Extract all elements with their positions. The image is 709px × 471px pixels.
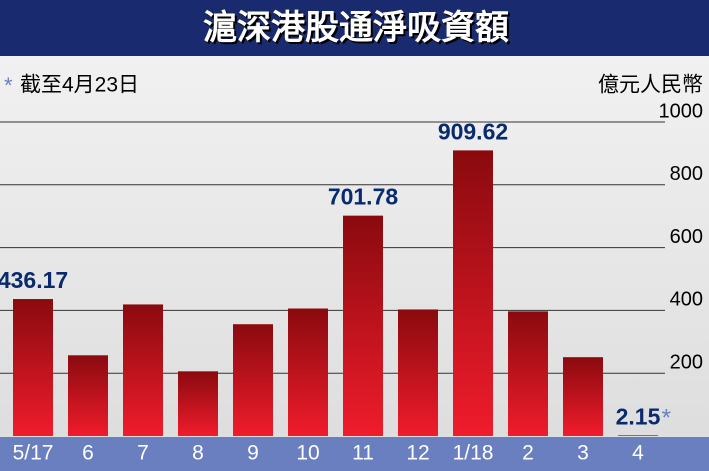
bar xyxy=(233,324,273,436)
x-tick-label: 9 xyxy=(247,442,259,465)
value-label: 2.15 xyxy=(616,403,661,429)
bar xyxy=(508,311,548,436)
y-tick-label: 400 xyxy=(670,289,703,311)
x-tick-label: 5/17 xyxy=(13,442,54,465)
value-label: 436.17 xyxy=(0,267,68,293)
y-axis-label: 億元人民幣 xyxy=(598,74,703,97)
bar xyxy=(13,299,53,436)
bar xyxy=(618,435,658,436)
bar xyxy=(453,150,493,436)
x-tick-label: 12 xyxy=(406,442,429,465)
x-tick-label: 4 xyxy=(632,442,644,465)
x-tick-label: 8 xyxy=(192,442,204,465)
x-tick-label: 11 xyxy=(352,442,374,465)
x-tick-label: 10 xyxy=(296,442,319,465)
title-shadow: 滬深港股通淨吸資額 xyxy=(205,11,511,49)
y-tick-label: 1000 xyxy=(659,100,704,122)
x-tick-label: 1/18 xyxy=(453,442,494,465)
note: 截至4月23日 xyxy=(20,74,139,97)
x-tick-label: 6 xyxy=(82,442,94,465)
y-tick-label: 800 xyxy=(670,163,703,185)
bar xyxy=(288,308,328,436)
y-tick-label: 200 xyxy=(670,351,703,373)
value-label: 701.78 xyxy=(328,184,399,210)
bar xyxy=(178,371,218,436)
y-tick-label: 600 xyxy=(670,226,703,248)
bar xyxy=(68,355,108,436)
bar xyxy=(123,304,163,436)
x-tick-label: 7 xyxy=(137,442,149,465)
x-tick-label: 2 xyxy=(522,442,534,465)
note-marker: * xyxy=(4,73,13,98)
value-label-marker: * xyxy=(662,405,671,432)
value-label: 909.62 xyxy=(438,118,508,144)
chart-title: 滬深港股通淨吸資額 xyxy=(203,9,509,47)
x-axis-band xyxy=(0,437,709,471)
x-tick-label: 3 xyxy=(577,442,589,465)
bar xyxy=(563,357,603,436)
bar xyxy=(343,215,383,436)
bar xyxy=(398,309,438,436)
title-band xyxy=(0,0,709,56)
